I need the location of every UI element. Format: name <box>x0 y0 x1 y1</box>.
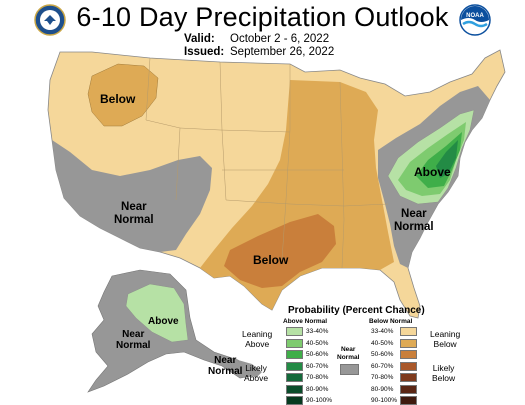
map-label-near-normal-east: Near Normal <box>394 208 434 233</box>
noaa-logo-icon: NOAA <box>459 4 491 36</box>
legend-likely-below: Likely Below <box>432 363 456 383</box>
issued-label: Issued: <box>184 46 225 58</box>
legend-above-swatch <box>286 327 303 336</box>
legend-below-swatch <box>400 384 417 394</box>
legend-below-range: 33-40% <box>371 328 394 335</box>
below-40-50-northwest <box>87 63 159 127</box>
map-label-near-normal-west: Near Normal <box>114 201 154 226</box>
near-normal-west-region <box>52 140 212 252</box>
above-33-40-alaska <box>125 283 189 343</box>
map-label-below-south: Below <box>253 253 289 267</box>
map-label-above-alaska: Above <box>148 316 179 327</box>
legend-above-range: 90-100% <box>306 397 333 404</box>
legend-above-swatch <box>286 384 303 394</box>
valid-issued-dates: Valid: October 2 - 6, 2022 Issued: Septemb… <box>184 33 334 59</box>
legend-near-normal-swatch <box>340 364 359 375</box>
legend-above-swatch <box>286 350 303 359</box>
map-label-below-northwest: Below <box>100 92 136 106</box>
valid-label: Valid: <box>184 33 215 45</box>
legend-below-swatch <box>400 396 417 405</box>
page-title: 6-10 Day Precipitation Outlook <box>76 2 449 32</box>
legend-above-swatch <box>286 338 303 348</box>
map-label-above-east: Above <box>414 165 451 179</box>
above-50-60-east <box>416 132 462 188</box>
state-borders <box>145 57 389 269</box>
legend-title: Probability (Percent Chance) <box>288 305 425 316</box>
legend-leaning-above: Leaning Above <box>242 329 273 349</box>
legend-below-swatch <box>400 361 417 371</box>
legend-below-range: 50-60% <box>371 351 394 358</box>
commerce-seal-icon <box>34 4 66 36</box>
legend-below-swatch <box>400 338 417 348</box>
legend-above-range: 80-90% <box>306 385 329 393</box>
legend-near-header: Near Normal <box>337 346 360 361</box>
legend-above-header: Above Normal <box>283 318 328 325</box>
map-label-near-normal-se-alaska: Near Normal <box>208 355 243 377</box>
below-50-60-south <box>224 214 336 288</box>
legend-below-range: 60-70% <box>371 362 394 370</box>
legend-below-range: 90-100% <box>371 397 398 404</box>
legend-below-swatch <box>400 350 417 359</box>
legend-above-range: 33-40% <box>306 328 329 335</box>
legend-below-range: 80-90% <box>371 385 394 393</box>
map-label-near-normal-alaska: Near Normal <box>116 329 151 351</box>
noaa-logo-text: NOAA <box>466 13 484 19</box>
se-alaska-tail <box>238 360 262 378</box>
legend-below-range: 40-50% <box>371 339 394 347</box>
legend-leaning-below: Leaning Below <box>430 329 461 349</box>
issued-value: September 26, 2022 <box>230 46 335 58</box>
legend-above-range: 60-70% <box>306 362 329 370</box>
legend-above-swatch <box>286 373 303 382</box>
legend-above-swatch <box>286 396 303 405</box>
valid-value: October 2 - 6, 2022 <box>230 33 330 45</box>
legend-above-range: 70-80% <box>306 374 329 381</box>
legend-above-range: 40-50% <box>306 339 329 347</box>
legend-below-range: 70-80% <box>371 374 394 381</box>
above-60-70-east <box>436 140 458 178</box>
legend-likely-above: Likely Above <box>244 363 269 383</box>
legend-above-range: 50-60% <box>306 351 329 358</box>
legend-below-swatch <box>400 373 417 382</box>
legend-below-swatch <box>400 327 417 336</box>
legend-above-swatch <box>286 361 303 371</box>
legend-below-header: Below Normal <box>369 318 413 325</box>
